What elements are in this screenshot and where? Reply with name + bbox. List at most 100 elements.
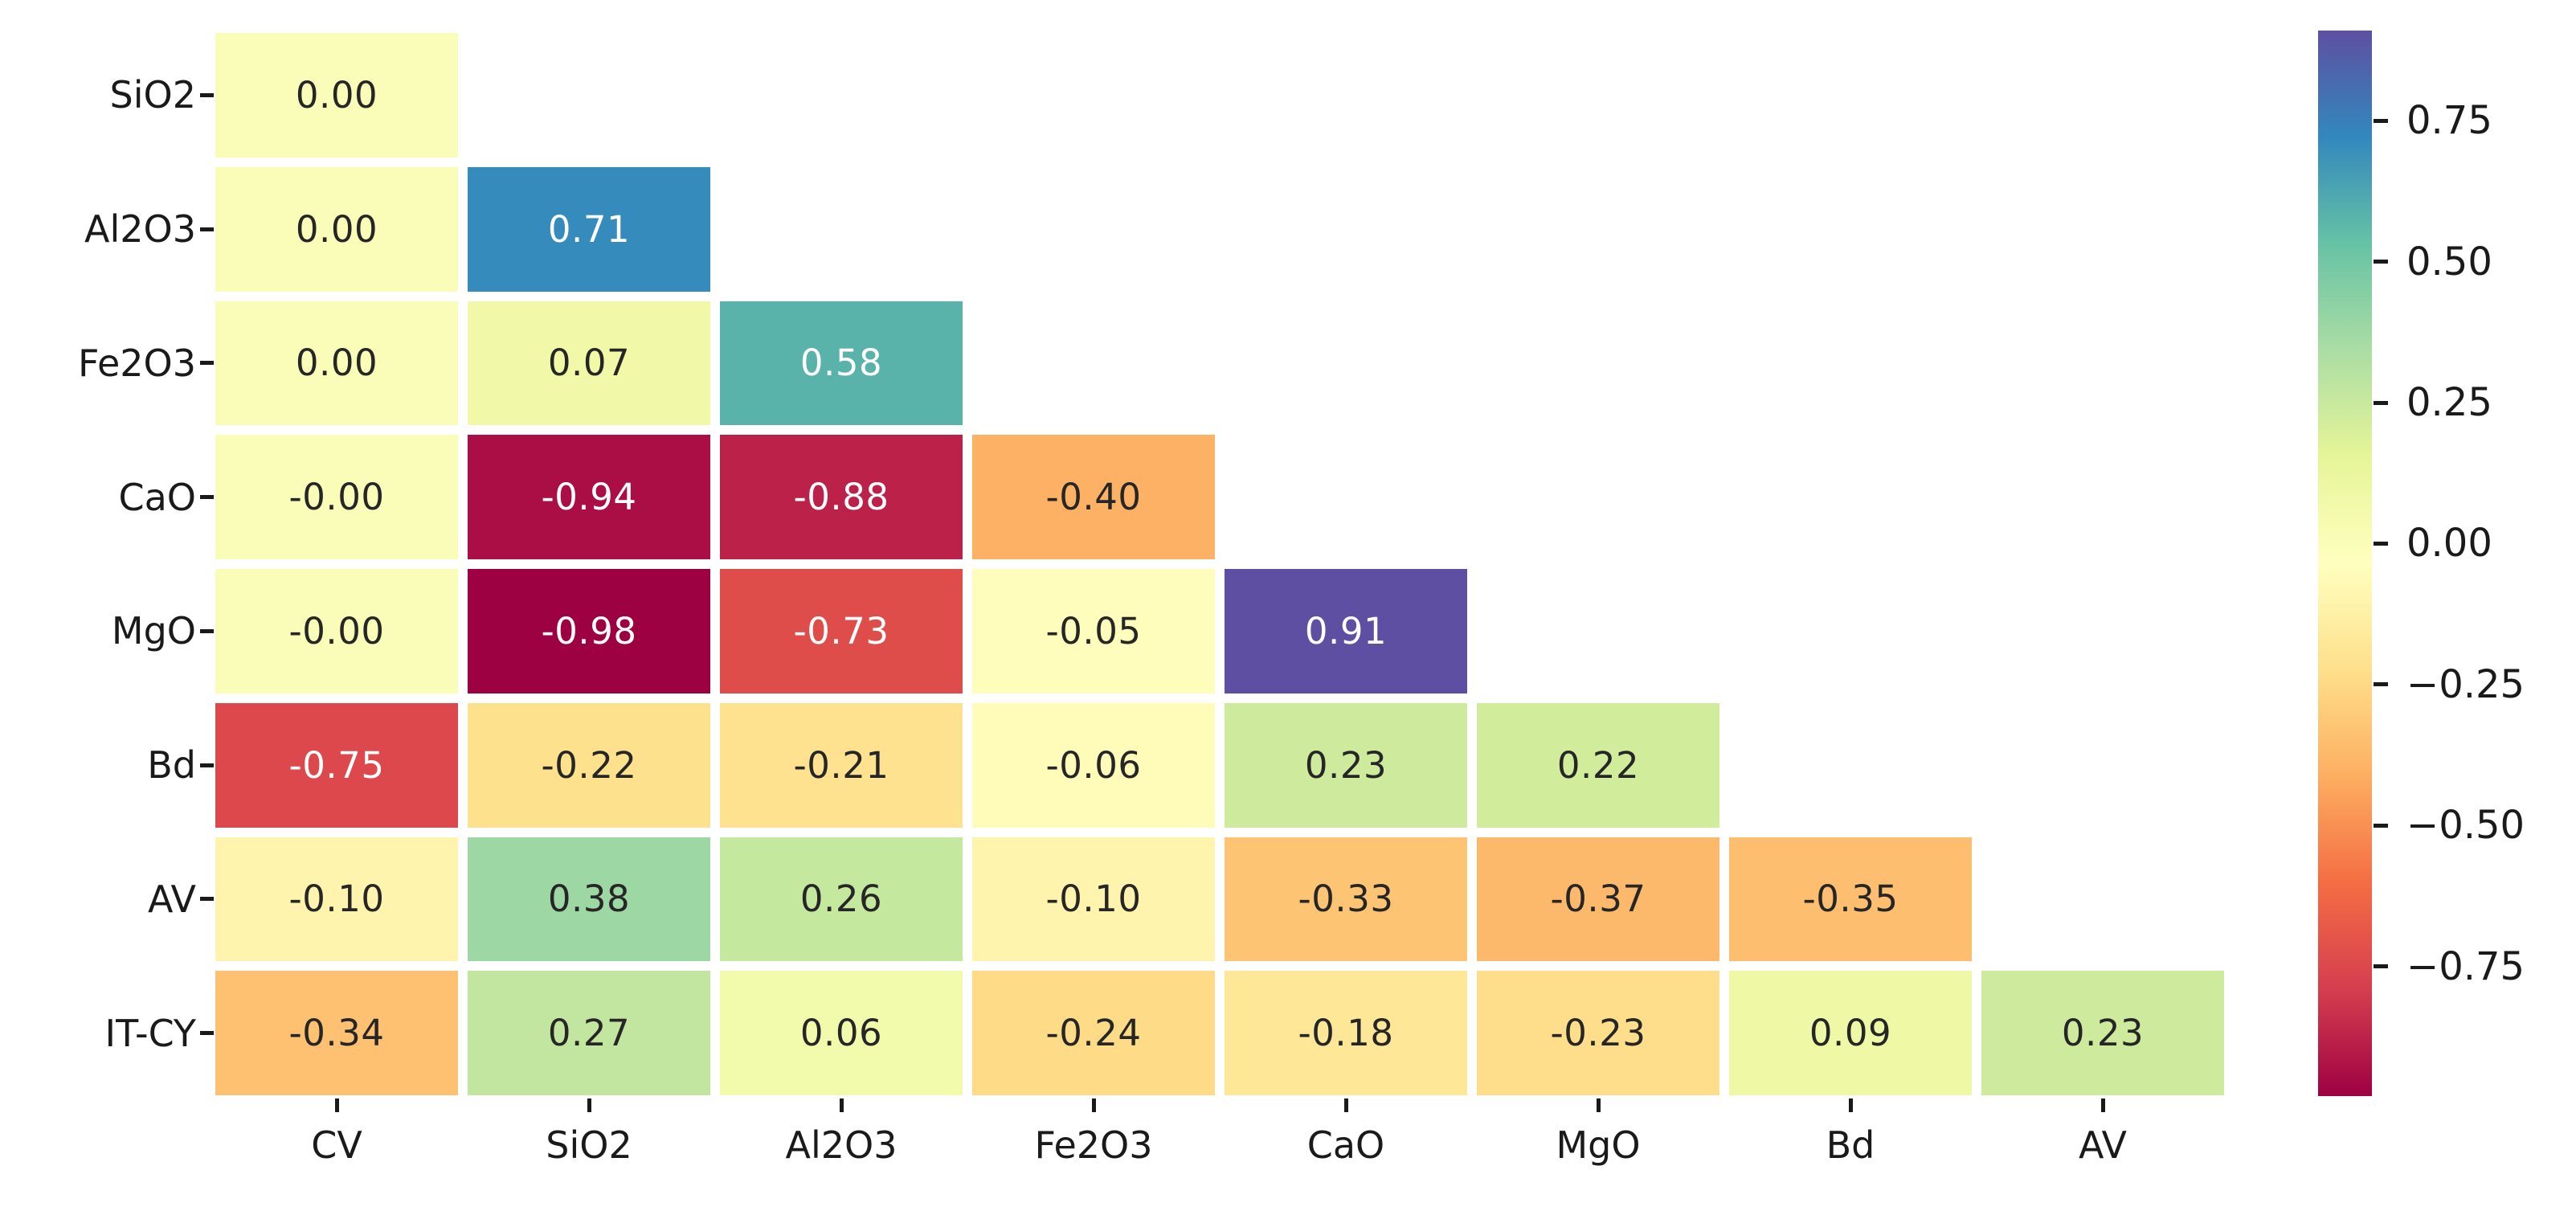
cell-value-label: 0.23 [2061,1012,2145,1055]
cell-value-label: -0.10 [1045,878,1142,921]
y-tick-label-fe2o3: Fe2O3 [78,341,196,385]
cell-value-label: 0.00 [295,207,378,251]
cell-value-label: -0.00 [288,609,385,653]
cell-value-label: 0.26 [799,878,883,921]
heatmap-cell: 0.07 [468,301,710,426]
x-tick-mark [1848,1098,1853,1112]
cell-value-label: -0.98 [541,609,637,653]
y-tick-mark [200,495,214,500]
x-tick-mark [2100,1098,2105,1112]
cell-value-label: 0.91 [1304,609,1388,653]
heatmap-cell: 0.27 [468,971,710,1095]
heatmap-cell: 0.26 [720,837,963,962]
heatmap-cell: -0.06 [972,702,1215,828]
heatmap-cell: -0.22 [468,702,710,828]
cell-value-label: 0.00 [295,73,378,117]
cell-value-label: -0.10 [288,878,385,921]
x-tick-mark [334,1098,339,1112]
heatmap-cell: 0.58 [720,301,963,426]
colorbar-tick-label: −0.75 [2406,943,2525,989]
cell-value-label: -0.00 [288,476,385,519]
heatmap-cell: 0.06 [720,971,963,1095]
cell-value-label: -0.75 [288,743,385,787]
heatmap-cell: 0.23 [1225,702,1467,828]
cell-value-label: -0.34 [288,1012,385,1055]
heatmap-cell: -0.23 [1477,971,1719,1095]
cell-value-label: 0.23 [1304,743,1388,787]
heatmap-cell: -0.21 [720,702,963,828]
heatmap-cell: -0.18 [1225,971,1467,1095]
colorbar-tick-label: 0.50 [2406,239,2492,284]
cell-value-label: -0.73 [793,609,889,653]
heatmap-cell: -0.98 [468,569,710,693]
y-tick-mark [200,763,214,767]
cell-value-label: -0.35 [1802,878,1899,921]
x-tick-label-fe2o3: Fe2O3 [1034,1123,1153,1167]
heatmap-cell: -0.10 [972,837,1215,962]
cell-value-label: -0.94 [541,476,637,519]
colorbar-tick-mark [2374,682,2388,687]
x-tick-mark [1596,1098,1601,1112]
x-tick-mark [1091,1098,1096,1112]
heatmap-cell: -0.10 [215,837,458,962]
y-tick-label-av: AV [148,877,196,921]
x-tick-mark [839,1098,844,1112]
heatmap-cell: 0.71 [468,166,710,292]
cell-value-label: 0.58 [799,342,883,385]
x-tick-mark [1343,1098,1348,1112]
cell-value-label: 0.22 [1556,743,1640,787]
heatmap-cell: -0.75 [215,702,458,828]
cell-value-label: -0.40 [1045,476,1142,519]
colorbar-gradient [2318,31,2372,1096]
x-tick-label-cao: CaO [1306,1123,1385,1167]
y-tick-mark [200,1031,214,1036]
y-tick-label-mgo: MgO [111,609,196,653]
cell-value-label: -0.88 [793,476,889,519]
cell-value-label: -0.05 [1045,609,1142,653]
cell-value-label: -0.21 [793,743,889,787]
cell-value-label: 0.71 [547,207,631,251]
heatmap-cell: -0.37 [1477,837,1719,962]
colorbar-tick-label: 0.25 [2406,380,2492,426]
cell-value-label: 0.07 [547,342,631,385]
y-tick-label-it-cy: IT-CY [104,1011,196,1055]
y-tick-mark [200,897,214,902]
x-tick-label-av: AV [2079,1123,2127,1167]
heatmap-cell: 0.00 [215,166,458,292]
colorbar-tick-label: −0.50 [2406,803,2525,849]
colorbar-tick-mark [2374,400,2388,405]
x-tick-label-cv: CV [311,1123,362,1167]
y-tick-mark [200,628,214,633]
heatmap-cell: 0.00 [215,301,458,426]
heatmap-cell: 0.23 [1981,971,2224,1095]
y-tick-label-al2o3: Al2O3 [84,207,196,252]
cell-value-label: -0.23 [1550,1012,1646,1055]
cell-value-label: -0.18 [1298,1012,1394,1055]
x-tick-label-mgo: MgO [1556,1123,1641,1167]
colorbar-tick-label: −0.25 [2406,661,2525,707]
x-tick-label-sio2: SiO2 [546,1123,632,1167]
cell-value-label: -0.22 [541,743,637,787]
cell-value-label: -0.06 [1045,743,1142,787]
x-tick-mark [587,1098,591,1112]
colorbar-tick-label: 0.75 [2406,98,2492,144]
y-tick-label-sio2: SiO2 [109,73,196,117]
y-tick-mark [200,227,214,231]
heatmap-cell: -0.94 [468,435,710,559]
y-tick-mark [200,92,214,97]
cell-value-label: -0.24 [1045,1012,1142,1055]
x-tick-label-al2o3: Al2O3 [785,1123,898,1167]
heatmap-cell: -0.00 [215,569,458,693]
heatmap-cell: -0.05 [972,569,1215,693]
heatmap-cell: 0.09 [1729,971,1972,1095]
colorbar-tick-mark [2374,823,2388,828]
heatmap-cell: -0.34 [215,971,458,1095]
heatmap-cell: -0.88 [720,435,963,559]
heatmap-cell: 0.91 [1225,569,1467,693]
heatmap-cell: -0.33 [1225,837,1467,962]
colorbar-tick-mark [2374,260,2388,264]
heatmap-cell: 0.00 [215,33,458,158]
x-tick-label-bd: Bd [1826,1123,1875,1167]
colorbar-tick-mark [2374,541,2388,546]
y-tick-label-cao: CaO [118,475,196,519]
